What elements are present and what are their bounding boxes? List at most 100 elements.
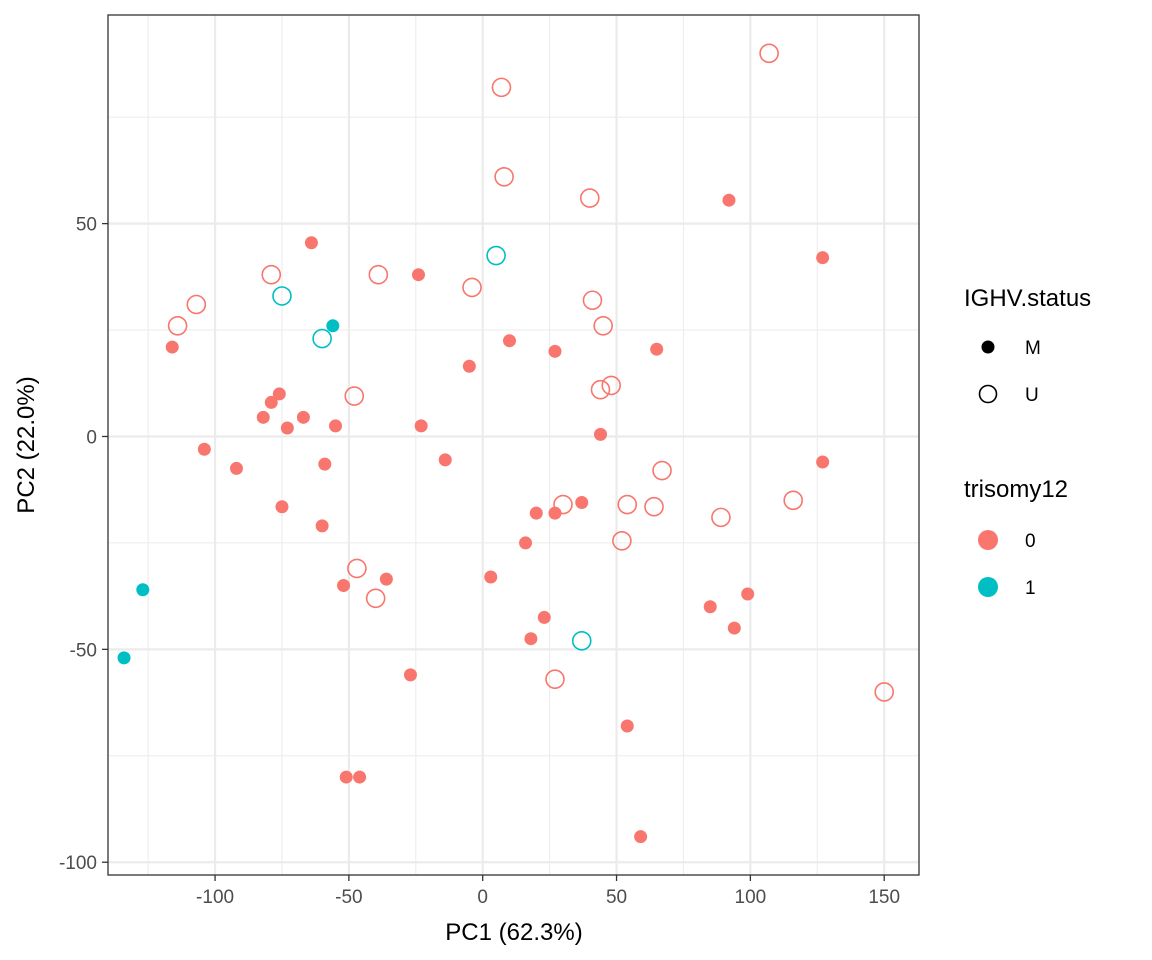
legend-key-m-filled-circle [981,340,995,354]
x-axis-title: PC1 (62.3%) [445,919,582,946]
legend-label-0: 0 [1025,531,1036,552]
data-point-m-trisomy0 [722,193,736,207]
y-tick-label: 50 [76,215,97,236]
data-point-m-trisomy0 [620,719,634,733]
data-point-m-trisomy0 [537,610,551,624]
data-point-m-trisomy0 [727,621,741,635]
data-point-m-trisomy0 [414,419,428,433]
data-point-u-trisomy0 [579,188,600,208]
legend-key-u-open-circle [978,384,998,404]
data-point-u-trisomy0 [347,558,367,579]
major-gridlines [108,15,919,875]
plot-panel [108,15,919,875]
data-point-m-trisomy0 [816,251,830,265]
data-point-m-trisomy0 [339,770,353,784]
data-point-m-trisomy0 [524,632,538,646]
panel-background [108,15,919,875]
x-tick-label: 150 [868,887,900,908]
data-point-u-trisomy0 [759,43,779,64]
data-point-m-trisomy1 [117,651,131,665]
data-point-m-trisomy0 [296,410,310,424]
data-point-m-trisomy1 [326,319,340,333]
minor-gridlines [108,15,919,875]
data-point-u-trisomy0 [462,277,482,298]
data-point-u-trisomy1 [272,286,292,306]
x-tick-label: 0 [477,887,488,908]
data-point-m-trisomy0 [280,421,294,435]
data-point-u-trisomy0 [874,682,895,702]
data-point-m-trisomy0 [548,506,562,520]
data-point-m-trisomy0 [318,457,332,471]
data-point-m-trisomy0 [519,536,533,550]
data-point-u-trisomy0 [368,264,389,285]
data-point-m-trisomy0 [650,342,664,356]
data-point-m-trisomy0 [593,427,607,441]
data-point-u-trisomy0 [783,490,804,511]
legend-label-m: M [1025,338,1041,359]
data-point-u-trisomy0 [344,386,365,406]
data-point-u-trisomy0 [545,669,565,689]
legend-ighv-status: IGHV.status M U [964,285,1091,406]
data-point-m-trisomy0 [575,495,589,509]
data-point-u-trisomy0 [644,496,664,517]
data-point-u-trisomy0 [365,588,386,609]
data-point-m-trisomy0 [264,395,278,409]
legend-key-1-swatch [978,577,998,597]
data-point-m-trisomy0 [403,668,417,682]
data-point-m-trisomy0 [484,570,498,584]
data-point-u-trisomy0 [491,77,512,98]
data-point-u-trisomy1 [486,245,506,266]
data-point-u-trisomy0 [186,294,207,315]
x-tick-label: -50 [335,887,362,908]
data-point-u-trisomy0 [553,494,573,515]
data-point-m-trisomy0 [703,600,717,614]
data-point-u-trisomy1 [312,328,332,349]
data-point-m-trisomy0 [197,442,211,456]
data-point-u-trisomy0 [590,379,611,400]
data-point-m-trisomy0 [411,268,425,282]
data-point-m-trisomy0 [337,578,351,592]
data-point-u-trisomy0 [582,290,603,311]
data-point-m-trisomy0 [304,236,318,250]
x-tick-label: -100 [196,887,234,908]
data-point-m-trisomy0 [229,461,243,475]
data-point-m-trisomy0 [548,344,562,358]
data-point-u-trisomy0 [593,315,613,336]
data-point-u-trisomy0 [652,460,672,481]
data-point-m-trisomy0 [329,419,343,433]
data-point-m-trisomy0 [256,410,270,424]
data-point-m-trisomy0 [379,572,393,586]
legend-key-0-swatch [978,530,998,550]
data-point-u-trisomy0 [612,530,632,551]
data-point-m-trisomy0 [272,387,286,401]
data-point-u-trisomy0 [494,166,514,187]
data-point-m-trisomy0 [353,770,367,784]
data-point-m-trisomy0 [438,453,452,467]
data-point-m-trisomy0 [529,506,543,520]
data-point-m-trisomy0 [634,830,648,844]
legend-label-1: 1 [1025,578,1036,599]
data-point-u-trisomy0 [617,494,638,515]
legend-trisomy12: trisomy12 0 1 [964,476,1068,599]
y-tick-label: -100 [59,853,97,874]
data-point-m-trisomy0 [275,500,289,514]
data-point-m-trisomy0 [462,359,476,373]
x-tick-label: 100 [735,887,767,908]
data-points [117,43,895,844]
y-tick-label: -50 [70,640,97,661]
data-point-u-trisomy0 [711,507,731,528]
y-tick-label: 0 [86,427,97,448]
x-axis-ticks: -100 -50 0 50 100 150 [196,875,900,908]
panel-border [107,14,920,876]
data-point-m-trisomy0 [816,455,830,469]
data-point-u-trisomy0 [261,264,282,285]
y-axis-ticks: -100 -50 0 50 [59,215,108,874]
legend-title-ighv-status: IGHV.status [964,285,1091,312]
legend-label-u: U [1025,385,1039,406]
data-point-u-trisomy0 [601,375,621,396]
data-point-m-trisomy0 [165,340,179,354]
legend-title-trisomy12: trisomy12 [964,476,1068,503]
data-point-m-trisomy0 [741,587,755,601]
data-point-m-trisomy0 [502,334,516,348]
